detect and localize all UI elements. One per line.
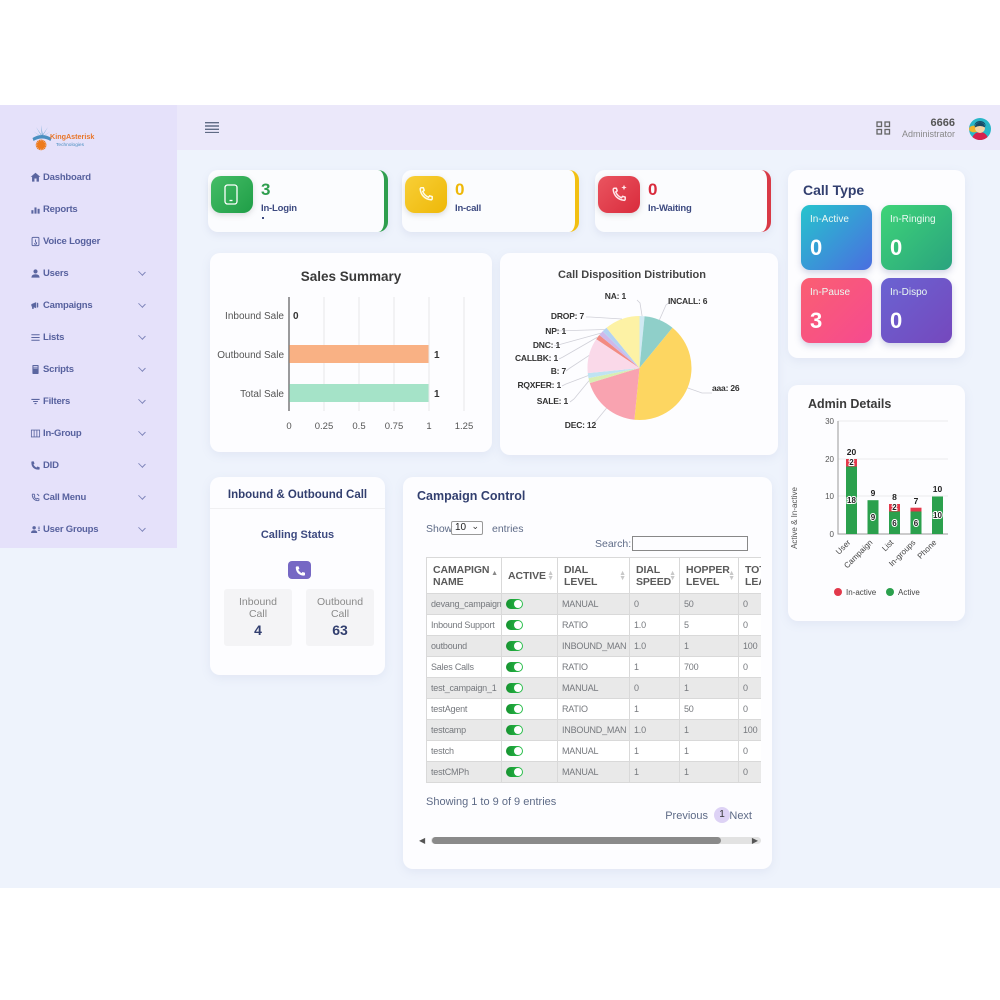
svg-text:RQXFER: 1: RQXFER: 1 [517, 380, 561, 390]
svg-text:INCALL: 6: INCALL: 6 [668, 296, 708, 306]
svg-text:Phone: Phone [916, 538, 939, 561]
svg-text:DNC: 1: DNC: 1 [533, 340, 561, 350]
svg-text:NA: 1: NA: 1 [605, 291, 627, 301]
svg-text:Outbound Sale: Outbound Sale [217, 350, 284, 361]
svg-text:10: 10 [825, 492, 834, 501]
svg-text:9: 9 [871, 513, 876, 522]
svg-text:User: User [834, 538, 853, 557]
svg-text:✺: ✺ [35, 137, 47, 153]
svg-text:2: 2 [892, 503, 897, 512]
svg-text:aaa: 26: aaa: 26 [712, 383, 740, 393]
svg-text:In-active: In-active [846, 588, 877, 597]
svg-text:20: 20 [847, 447, 857, 457]
svg-text:30: 30 [825, 417, 834, 426]
svg-text:0: 0 [293, 311, 299, 322]
svg-text:6: 6 [892, 519, 897, 528]
svg-text:DEC: 12: DEC: 12 [565, 420, 597, 430]
svg-text:0.5: 0.5 [352, 421, 365, 432]
svg-text:Call Disposition Distribution: Call Disposition Distribution [558, 269, 706, 281]
svg-text:Technologies: Technologies [56, 142, 85, 148]
svg-text:10: 10 [933, 511, 942, 520]
svg-text:List: List [880, 538, 896, 554]
svg-text:0.75: 0.75 [385, 421, 404, 432]
svg-text:Total Sale: Total Sale [240, 389, 284, 400]
svg-text:7: 7 [914, 496, 919, 506]
svg-text:1: 1 [426, 421, 431, 432]
svg-text:0: 0 [830, 530, 835, 539]
svg-text:CALLBK: 1: CALLBK: 1 [515, 353, 559, 363]
svg-text:10: 10 [933, 484, 943, 494]
svg-text:18: 18 [847, 496, 856, 505]
svg-text:9: 9 [871, 488, 876, 498]
svg-text:8: 8 [892, 492, 897, 502]
svg-text:20: 20 [825, 455, 834, 464]
svg-text:DROP: 7: DROP: 7 [551, 311, 585, 321]
svg-text:KingAsterisk: KingAsterisk [50, 132, 94, 141]
svg-text:NP: 1: NP: 1 [545, 326, 566, 336]
svg-text:1.25: 1.25 [455, 421, 474, 432]
svg-text:2: 2 [849, 458, 854, 467]
svg-text:Inbound Sale: Inbound Sale [225, 311, 284, 322]
svg-text:Active: Active [898, 588, 920, 597]
svg-text:Active & In-active: Active & In-active [790, 487, 799, 549]
svg-text:1: 1 [434, 389, 440, 400]
svg-text:0.25: 0.25 [315, 421, 334, 432]
svg-text:B: 7: B: 7 [551, 366, 567, 376]
svg-text:SALE: 1: SALE: 1 [537, 396, 569, 406]
svg-text:0: 0 [286, 421, 291, 432]
svg-text:6: 6 [914, 519, 919, 528]
svg-text:1: 1 [434, 350, 440, 361]
